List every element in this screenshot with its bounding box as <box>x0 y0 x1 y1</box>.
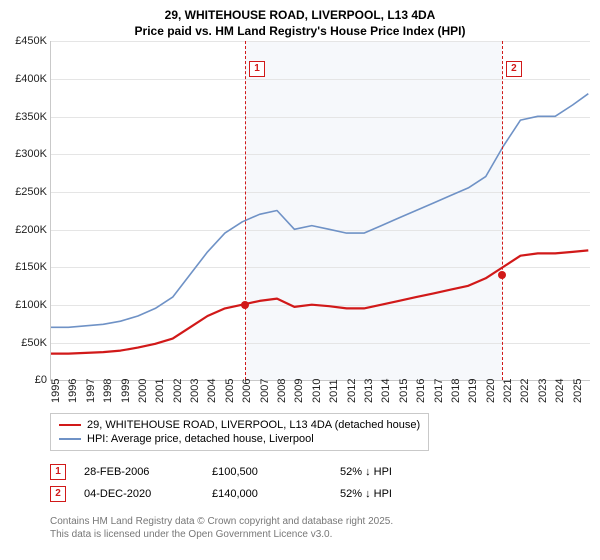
x-axis-label: 2001 <box>154 379 166 403</box>
y-axis-label: £50K <box>21 337 47 349</box>
transaction-date: 28-FEB-2006 <box>84 466 194 478</box>
transaction-marker-line <box>245 41 246 380</box>
y-axis-label: £0 <box>35 374 47 386</box>
legend: 29, WHITEHOUSE ROAD, LIVERPOOL, L13 4DA … <box>50 413 429 451</box>
legend-row: 29, WHITEHOUSE ROAD, LIVERPOOL, L13 4DA … <box>59 418 420 432</box>
legend-row: HPI: Average price, detached house, Live… <box>59 432 420 446</box>
chart: £0£50K£100K£150K£200K£250K£300K£350K£400… <box>50 41 590 401</box>
title-line2: Price paid vs. HM Land Registry's House … <box>10 24 590 40</box>
x-axis-label: 2017 <box>433 379 445 403</box>
legend-label: 29, WHITEHOUSE ROAD, LIVERPOOL, L13 4DA … <box>87 419 420 431</box>
title-line1: 29, WHITEHOUSE ROAD, LIVERPOOL, L13 4DA <box>10 8 590 24</box>
x-axis-label: 2000 <box>137 379 149 403</box>
legend-swatch <box>59 424 81 426</box>
x-axis-label: 2020 <box>485 379 497 403</box>
y-axis-label: £450K <box>15 35 47 47</box>
x-axis-label: 2009 <box>293 379 305 403</box>
x-axis-label: 2003 <box>189 379 201 403</box>
x-axis-label: 2011 <box>328 380 340 404</box>
legend-swatch <box>59 438 81 440</box>
plot-area: £0£50K£100K£150K£200K£250K£300K£350K£400… <box>50 41 590 381</box>
x-axis-label: 1999 <box>120 379 132 403</box>
x-axis-label: 1997 <box>85 379 97 403</box>
chart-title: 29, WHITEHOUSE ROAD, LIVERPOOL, L13 4DA … <box>0 0 600 41</box>
series-hpi <box>51 94 588 328</box>
y-axis-label: £150K <box>15 261 47 273</box>
attribution: Contains HM Land Registry data © Crown c… <box>50 515 590 541</box>
series-price_paid <box>51 251 588 354</box>
x-axis-label: 2012 <box>346 379 358 403</box>
x-axis-label: 2018 <box>450 379 462 403</box>
y-axis-label: £350K <box>15 111 47 123</box>
y-axis-label: £300K <box>15 148 47 160</box>
transaction-index-box: 1 <box>50 464 66 480</box>
y-axis-label: £100K <box>15 299 47 311</box>
x-axis-label: 1995 <box>50 379 62 403</box>
x-axis-label: 1998 <box>102 379 114 403</box>
x-axis-label: 2016 <box>415 379 427 403</box>
transactions-table: 1 28-FEB-2006 £100,500 52% ↓ HPI 2 04-DEC-202… <box>50 461 590 505</box>
y-axis-label: £400K <box>15 73 47 85</box>
x-axis-label: 2010 <box>311 379 323 403</box>
transaction-marker-box: 1 <box>249 61 265 77</box>
x-axis-label: 2004 <box>206 379 218 403</box>
transaction-row: 1 28-FEB-2006 £100,500 52% ↓ HPI <box>50 461 590 483</box>
transaction-price: £100,500 <box>212 466 322 478</box>
x-axis-label: 2014 <box>380 379 392 403</box>
x-axis-label: 2025 <box>572 379 584 403</box>
y-axis-label: £250K <box>15 186 47 198</box>
transaction-hpi-delta: 52% ↓ HPI <box>340 466 590 478</box>
x-axis-label: 2005 <box>224 379 236 403</box>
attribution-line2: This data is licensed under the Open Gov… <box>50 528 590 541</box>
x-axis-label: 2019 <box>467 379 479 403</box>
transaction-row: 2 04-DEC-2020 £140,000 52% ↓ HPI <box>50 483 590 505</box>
attribution-line1: Contains HM Land Registry data © Crown c… <box>50 515 590 528</box>
legend-label: HPI: Average price, detached house, Live… <box>87 433 314 445</box>
transaction-dot <box>241 301 249 309</box>
x-axis-label: 2022 <box>519 379 531 403</box>
x-axis-label: 2021 <box>502 379 514 403</box>
y-axis-label: £200K <box>15 224 47 236</box>
transaction-index-box: 2 <box>50 486 66 502</box>
x-axis-label: 2015 <box>398 379 410 403</box>
x-axis-label: 2024 <box>554 379 566 403</box>
x-axis-labels: 1995 1996 1997 1998 1999 2000 2001 2002 2003 2004… <box>50 381 590 405</box>
x-axis-label: 2023 <box>537 379 549 403</box>
transaction-date: 04-DEC-2020 <box>84 488 194 500</box>
chart-lines <box>51 41 590 380</box>
x-axis-label: 2006 <box>241 379 253 403</box>
transaction-dot <box>498 271 506 279</box>
x-axis-label: 2008 <box>276 379 288 403</box>
transaction-hpi-delta: 52% ↓ HPI <box>340 488 590 500</box>
x-axis-label: 2013 <box>363 379 375 403</box>
transaction-marker-box: 2 <box>506 61 522 77</box>
chart-footer-block: 29, WHITEHOUSE ROAD, LIVERPOOL, L13 4DA … <box>50 413 590 505</box>
transaction-price: £140,000 <box>212 488 322 500</box>
x-axis-label: 1996 <box>67 379 79 403</box>
x-axis-label: 2002 <box>172 379 184 403</box>
x-axis-label: 2007 <box>259 379 271 403</box>
transaction-marker-line <box>502 41 503 380</box>
